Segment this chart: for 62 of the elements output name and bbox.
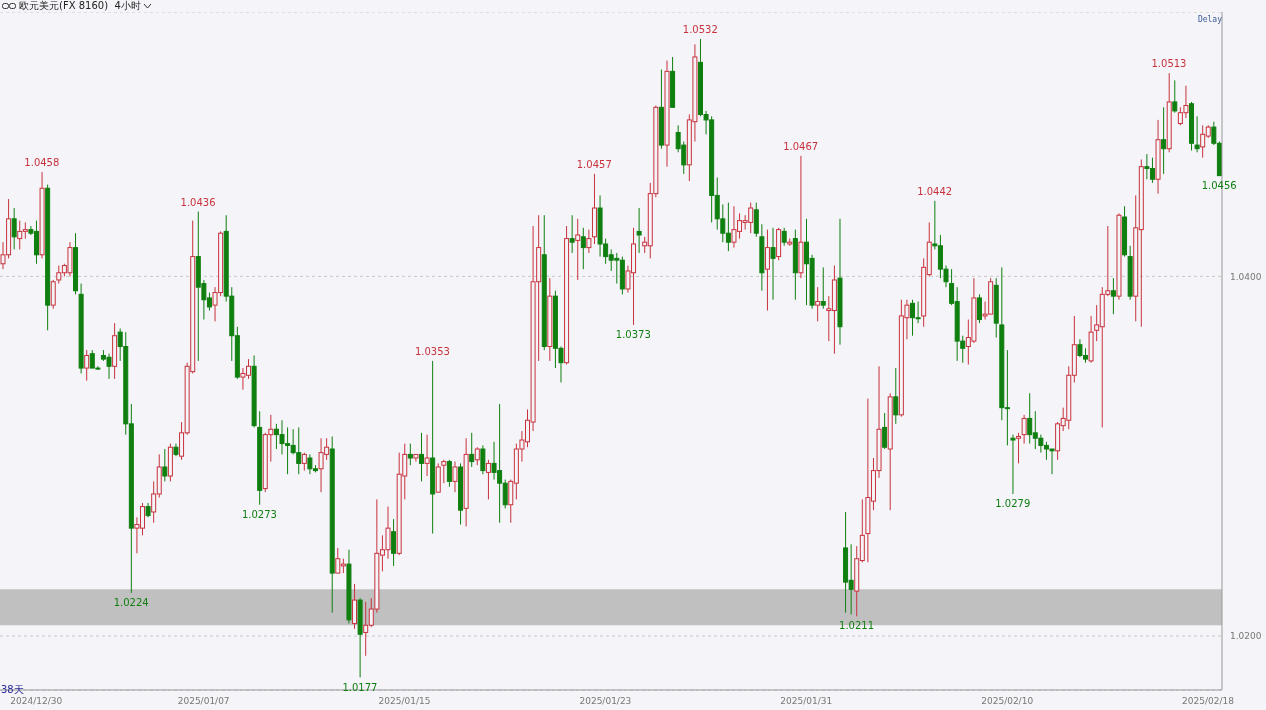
- x-tick-label: 2025/01/23: [579, 696, 632, 707]
- candlestick: [1194, 115, 1200, 153]
- annotation: 1.0513: [1151, 58, 1187, 70]
- annotation: 1.0273: [241, 508, 277, 520]
- candlestick: [569, 214, 575, 254]
- candlestick: [976, 293, 982, 324]
- candlestick: [418, 432, 424, 482]
- annotation: 1.0532: [682, 23, 718, 35]
- candlestick: [391, 518, 397, 567]
- candlestick: [424, 434, 430, 477]
- candlestick: [480, 444, 486, 475]
- candlestick: [11, 207, 17, 250]
- annotation: 1.0279: [995, 498, 1031, 510]
- candlestick: [452, 461, 458, 493]
- annotation: Delay: [1197, 15, 1222, 24]
- candlestick: [485, 459, 491, 500]
- candlestick: [1016, 432, 1022, 464]
- candlestick: [1021, 414, 1027, 445]
- x-tick-label: 2025/01/31: [780, 696, 833, 707]
- x-tick-label: 2024/12/30: [10, 696, 63, 707]
- annotation: 1.0373: [615, 329, 651, 341]
- candlestick: [1172, 79, 1178, 114]
- candlestick: [636, 207, 642, 254]
- y-tick-label: 1.0400: [1230, 271, 1262, 282]
- candlestick: [586, 229, 592, 254]
- candlestick: [764, 229, 770, 312]
- x-tick-label: 2025/01/15: [378, 696, 431, 707]
- candlestick: [162, 448, 168, 482]
- candlestick: [575, 218, 581, 281]
- annotation: 1.0442: [917, 185, 953, 197]
- candlestick: [882, 412, 888, 450]
- annotation: 1.0224: [113, 596, 149, 608]
- x-tick-label: 2025/01/07: [177, 696, 230, 707]
- x-tick-label: 2025/02/18: [1182, 696, 1235, 707]
- candlestick: [352, 583, 358, 630]
- y-tick-label: 1.0200: [1230, 631, 1262, 642]
- annotation: 1.0177: [342, 681, 378, 693]
- candlestick: [893, 367, 899, 425]
- candlestick: [770, 227, 776, 301]
- candlestick: [820, 266, 826, 310]
- annotation: 1.0467: [783, 140, 819, 152]
- chart-title: 欧元美元(FX 8160) 4小时: [19, 0, 141, 12]
- candlestick: [446, 459, 452, 488]
- candlestick: [50, 279, 56, 310]
- candlestick: [815, 286, 821, 322]
- candlestick: [1110, 277, 1116, 315]
- annotation: 1.0436: [180, 196, 216, 208]
- annotation: 1.0353: [414, 345, 450, 357]
- x-tick-label: 2025/02/10: [981, 696, 1034, 707]
- annotation: 38天: [1, 683, 24, 697]
- candlestick: [441, 459, 447, 484]
- annotation: 1.0211: [839, 620, 875, 632]
- candlestick: [469, 432, 475, 468]
- annotation: 1.0457: [576, 158, 612, 170]
- candlestick: [1161, 106, 1167, 175]
- candlestick: [84, 349, 90, 382]
- candlestick: [753, 202, 759, 238]
- candlestick: [407, 443, 413, 466]
- candlestick: [1010, 434, 1016, 495]
- candlestick: [580, 227, 586, 270]
- annotation: 1.0458: [24, 157, 60, 169]
- annotation: 1.0456: [1201, 179, 1237, 191]
